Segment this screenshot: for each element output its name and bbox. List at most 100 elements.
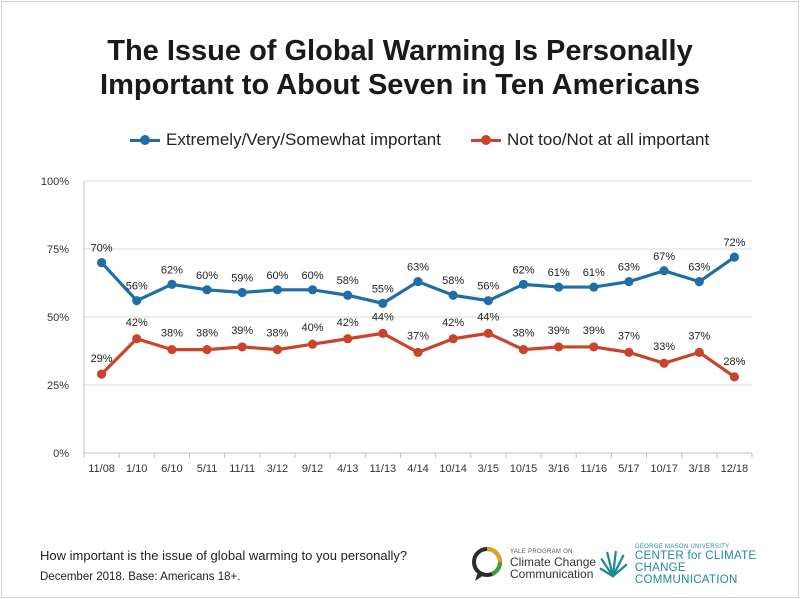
data-label-1: 40%	[302, 322, 324, 334]
data-label-1: 38%	[266, 328, 288, 340]
data-label-1: 33%	[653, 341, 675, 353]
data-point-0	[413, 277, 423, 287]
data-point-0	[378, 298, 388, 308]
data-point-0	[96, 258, 107, 268]
yale-logo-line-2: Communication	[510, 567, 594, 582]
gmu-logo-small: GEORGE MASON UNIVERSITY	[634, 543, 730, 550]
data-point-0	[729, 252, 740, 262]
legend-label-not-important: Not too/Not at all important	[507, 130, 710, 149]
data-label-1: 38%	[196, 328, 218, 340]
footer-base: December 2018. Base: Americans 18+.	[40, 571, 241, 583]
data-point-0	[659, 266, 669, 276]
data-point-1	[202, 345, 212, 355]
data-label-1: 29%	[91, 353, 113, 365]
gmu-sunburst-icon	[599, 550, 628, 578]
data-point-1	[624, 347, 634, 357]
data-point-0	[518, 279, 529, 289]
legend-swatch-blue	[130, 133, 160, 147]
chart-title: The Issue of Global Warming Is Personall…	[0, 34, 800, 102]
data-label-1: 44%	[372, 311, 394, 323]
data-label-0: 60%	[302, 270, 324, 282]
yale-logo-small: YALE PROGRAM ON	[510, 549, 573, 556]
data-point-0	[483, 296, 493, 306]
legend-item-important: Extremely/Very/Somewhat important	[130, 130, 441, 150]
data-point-0	[272, 285, 282, 295]
data-label-0: 61%	[548, 267, 570, 279]
data-point-1	[272, 345, 282, 355]
x-tick-label: 6/10	[161, 463, 182, 475]
legend-item-not-important: Not too/Not at all important	[471, 130, 709, 150]
data-label-1: 39%	[548, 325, 570, 337]
data-label-1: 39%	[583, 325, 605, 337]
legend-swatch-red	[471, 133, 501, 147]
data-label-1: 44%	[477, 311, 499, 323]
x-tick-label: 11/13	[369, 463, 396, 475]
data-label-1: 37%	[688, 330, 710, 342]
data-point-0	[589, 282, 599, 292]
x-tick-label: 11/16	[580, 463, 607, 475]
data-label-0: 70%	[91, 243, 113, 255]
data-point-1	[237, 342, 247, 352]
data-label-0: 60%	[266, 270, 288, 282]
data-label-0: 62%	[512, 264, 534, 276]
data-point-0	[237, 287, 247, 298]
data-point-0	[343, 290, 353, 300]
data-label-0: 56%	[477, 281, 499, 293]
data-label-0: 63%	[618, 262, 640, 274]
data-label-0: 56%	[126, 281, 148, 293]
data-label-0: 63%	[407, 262, 429, 274]
data-label-0: 61%	[583, 267, 605, 279]
data-label-1: 42%	[126, 317, 148, 329]
x-tick-label: 11/11	[229, 463, 255, 475]
data-point-0	[307, 285, 318, 295]
y-tick-label: 75%	[47, 244, 69, 256]
x-tick-label: 3/15	[478, 463, 499, 475]
data-label-1: 42%	[442, 317, 464, 329]
x-tick-label: 5/11	[197, 463, 218, 475]
yale-speech-bubble-icon	[472, 547, 502, 581]
data-point-0	[202, 285, 212, 295]
yale-logo-line-1: Climate Change	[510, 554, 597, 569]
data-point-1	[167, 345, 177, 355]
data-label-0: 63%	[688, 262, 710, 274]
x-tick-label: 3/18	[689, 463, 710, 475]
data-point-0	[554, 282, 564, 292]
gmu-logo-line-2: COMMUNICATION	[634, 574, 738, 587]
data-label-0: 58%	[337, 275, 359, 287]
data-point-1	[378, 328, 388, 338]
chart-legend: Extremely/Very/Somewhat important Not to…	[130, 130, 750, 154]
data-label-0: 67%	[653, 251, 675, 263]
data-label-0: 59%	[231, 273, 253, 285]
x-tick-label: 12/18	[721, 463, 749, 475]
data-point-1	[589, 342, 599, 352]
x-tick-label: 3/12	[267, 463, 288, 475]
data-label-1: 38%	[512, 328, 534, 340]
x-tick-label: 10/17	[650, 463, 678, 475]
x-tick-label: 10/15	[510, 463, 538, 475]
yale-logo: YALE PROGRAM ON Climate Change Communica…	[470, 545, 596, 585]
data-point-1	[694, 347, 704, 357]
data-point-1	[483, 328, 493, 338]
x-tick-label: 3/16	[548, 463, 569, 475]
data-point-1	[659, 358, 669, 368]
data-point-0	[624, 277, 634, 287]
data-label-0: 58%	[442, 275, 464, 287]
data-label-1: 37%	[618, 330, 640, 342]
data-label-1: 38%	[161, 328, 183, 340]
x-tick-label: 1/10	[126, 463, 147, 475]
data-point-1	[343, 334, 353, 344]
x-tick-label: 10/14	[439, 463, 467, 475]
data-point-1	[554, 342, 564, 352]
data-label-0: 55%	[372, 283, 394, 295]
y-tick-label: 0%	[53, 448, 69, 460]
y-tick-label: 25%	[47, 380, 69, 392]
chart-title-line-1: The Issue of Global Warming Is Personall…	[107, 35, 693, 67]
x-tick-label: 4/14	[407, 463, 428, 475]
data-point-0	[694, 277, 704, 287]
data-label-1: 39%	[231, 325, 253, 337]
x-tick-label: 4/13	[337, 463, 358, 475]
data-point-1	[307, 339, 318, 349]
gmu-logo-line-1: CENTER for CLIMATE CHANGE	[634, 550, 757, 575]
